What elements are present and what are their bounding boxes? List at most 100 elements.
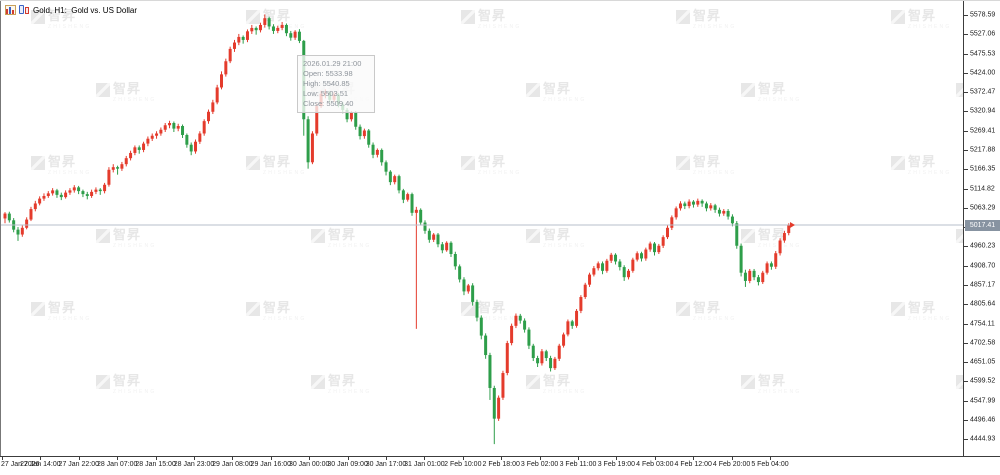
price-tick [964,400,968,402]
candle [172,121,176,132]
candle [16,227,20,241]
candle [592,265,596,277]
price-tick-label: 4547.99 [970,397,996,405]
price-tick [964,53,968,55]
candle [111,164,115,173]
candle [375,148,379,158]
candle [453,251,457,270]
candle [505,340,509,376]
candle [202,119,206,136]
candle [427,228,431,243]
candle [103,182,107,194]
chart-title: Gold, H1: Gold vs. US Dollar [33,5,138,15]
candle [55,188,59,198]
time-tick [770,457,771,460]
candle [462,277,466,296]
price-tick [964,92,968,94]
price-tick-label: 5269.41 [970,127,996,135]
candle [730,214,734,227]
candle [3,212,7,224]
time-tick-label: 2 Feb 18:00 [482,461,520,468]
candle [254,26,258,35]
time-tick-label: 28 Jan 15:00 [135,461,176,468]
candle [518,313,522,324]
candle [176,123,180,132]
candle [85,191,89,200]
candle [601,261,605,275]
candle [310,131,314,165]
price-tick-label: 5475.53 [970,50,996,58]
price-tick [964,265,968,267]
candle [782,230,786,243]
candle [46,191,50,198]
candle [466,283,470,294]
candle-tooltip: 2026.01.29 21:00 Open: 5533.98 High: 554… [297,55,375,113]
candle [756,274,760,286]
price-axis[interactable]: 5017.41 5578.59 5527.06 5475.53 5424.00 5372… [963,1,1000,456]
price-tick-label: 4651.05 [970,358,996,366]
price-tick-label: 4857.17 [970,281,996,289]
candle [150,133,154,141]
tooltip-timestamp: 2026.01.29 21:00 [303,59,362,68]
candle [354,111,358,130]
candle [726,209,730,220]
time-tick [654,457,656,460]
price-tick-label: 5527.06 [970,30,996,38]
candle [20,225,24,237]
candle [124,155,128,167]
tooltip-high: High: 5540.85 [303,79,350,88]
price-tick [964,342,968,344]
price-tick [964,149,968,151]
candle [185,133,189,148]
price-tick-label: 4496.46 [970,416,996,424]
candle [406,192,410,202]
candle [635,251,639,262]
price-tick [964,419,968,421]
time-tick [731,457,733,460]
candle [436,233,440,248]
price-tick [964,246,968,248]
candle [735,221,739,249]
candle [358,124,362,140]
candle [59,192,63,201]
candle [159,127,163,136]
price-tick [964,111,968,113]
price-tick-label: 4599.52 [970,377,996,385]
candle [566,319,570,337]
time-tick [194,457,195,460]
price-tick [964,284,968,286]
time-tick [270,457,272,460]
time-tick-label: 29 Jan 16:00 [250,461,292,468]
current-price-badge: 5017.41 [965,219,1000,231]
candle [687,199,691,209]
time-axis[interactable]: 27 Jan 2026 27 Jan 14:00 27 Jan 22:00 28 Ja… [0,456,1000,475]
candle [64,190,68,199]
candle [98,188,102,195]
candle [778,238,782,256]
chart-canvas[interactable]: 智昇 ZHISHENG 智昇 ZHISHENG 智昇 ZHISHENG 智昇 ZHISHENG… [0,1,963,456]
candlestick-chart[interactable] [1,1,963,456]
time-tick-label: 2 Feb 10:00 [444,461,482,468]
candle [609,252,613,263]
price-tick [964,362,968,364]
candle [557,343,561,362]
candle [479,315,483,340]
candle [691,200,695,208]
time-tick [616,457,618,460]
time-tick-label: 5 Feb 04:00 [751,461,789,468]
time-tick-label: 27 Jan 14:00 [20,461,61,468]
time-tick [117,457,119,460]
candle [653,242,656,256]
candle [90,189,94,198]
candle [657,243,661,254]
time-tick-label: 4 Feb 20:00 [712,461,751,468]
time-tick [78,457,80,460]
candle [769,261,773,270]
candle [120,161,124,171]
candle [445,241,449,252]
candle [207,109,211,124]
candle [133,145,137,156]
candle [397,174,401,194]
price-tick-label: 5217.88 [970,146,996,154]
candle [510,323,514,346]
